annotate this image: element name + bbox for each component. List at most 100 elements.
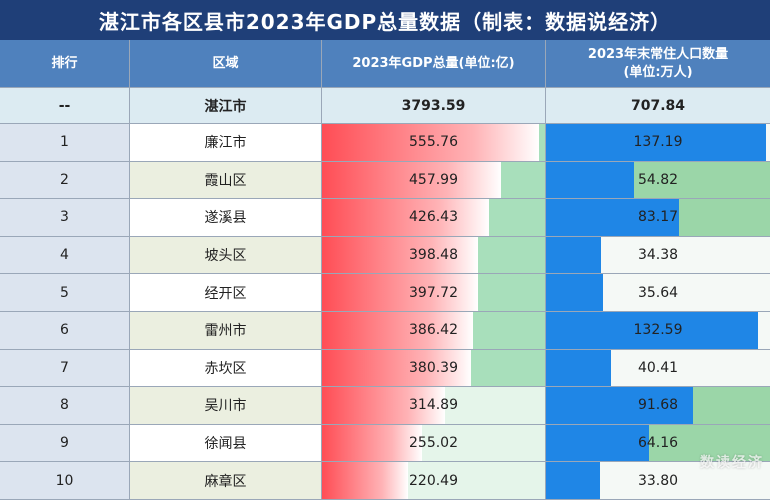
region-cell: 经开区: [130, 274, 322, 312]
pop-bar: [546, 199, 680, 236]
gdp-bar: [322, 124, 540, 161]
pop-cell: 35.64: [546, 274, 770, 312]
region-cell: 廉江市: [130, 124, 322, 162]
pop-bar: [546, 124, 766, 161]
pop-bar: [546, 349, 611, 387]
pop-value: 132.59: [633, 322, 683, 339]
gdp-cell: 386.42: [322, 312, 546, 350]
region-cell: 徐闻县: [130, 424, 322, 463]
table-row: 3 遂溪县 426.43 83.17: [0, 199, 770, 237]
header-row: 排行 区域 2023年GDP总量(单位:亿) 2023年末常住人口数量 (单位:…: [0, 40, 770, 88]
table-row: 7 赤坎区 380.39 40.41: [0, 349, 770, 388]
pop-value: 64.16: [637, 435, 679, 452]
rank-cell: 4: [0, 236, 130, 275]
gdp-value: 314.89: [409, 397, 458, 414]
gdp-cell: 457.99: [322, 161, 546, 200]
pop-value: 33.80: [637, 472, 679, 489]
header-rank: 排行: [0, 40, 130, 88]
pop-value: 54.82: [637, 171, 679, 188]
pop-value: 83.17: [637, 209, 679, 226]
gdp-bar: [322, 199, 489, 236]
gdp-value: 555.76: [409, 134, 458, 151]
gdp-value: 220.49: [409, 472, 458, 489]
table-title: 湛江市各区县市2023年GDP总量数据（制表：数据说经济）: [0, 0, 770, 40]
gdp-value: 255.02: [409, 435, 458, 452]
pop-cell: 132.59: [546, 312, 770, 350]
gdp-bar: [322, 349, 471, 387]
pop-cell: 91.68: [546, 387, 770, 425]
gdp-cell: 220.49: [322, 462, 546, 500]
pop-value: 35.64: [637, 284, 679, 301]
header-region: 区域: [130, 40, 322, 88]
pop-cell: 40.41: [546, 349, 770, 388]
gdp-cell: 397.72: [322, 274, 546, 312]
gdp-value: 457.99: [409, 171, 458, 188]
region-cell: 麻章区: [130, 462, 322, 500]
gdp-cell: 555.76: [322, 124, 546, 162]
gdp-bar: [322, 462, 409, 499]
rank-cell: 10: [0, 462, 130, 500]
gdp-cell: 426.43: [322, 199, 546, 237]
pop-bar: [546, 462, 601, 499]
gdp-value: 386.42: [409, 322, 458, 339]
pop-value: 91.68: [637, 397, 679, 414]
header-pop-line1: 2023年末常住人口数量: [587, 46, 729, 62]
total-gdp: 3793.59: [322, 88, 546, 124]
rank-cell: 7: [0, 349, 130, 388]
region-cell: 坡头区: [130, 236, 322, 275]
table-row: 10 麻章区 220.49 33.80: [0, 462, 770, 500]
region-cell: 赤坎区: [130, 349, 322, 388]
total-region: 湛江市: [130, 88, 322, 124]
table-row: 4 坡头区 398.48 34.38: [0, 236, 770, 275]
pop-cell: 54.82: [546, 161, 770, 200]
header-gdp: 2023年GDP总量(单位:亿): [322, 40, 546, 88]
total-rank: --: [0, 88, 130, 124]
total-row: -- 湛江市 3793.59 707.84: [0, 88, 770, 124]
table-row: 5 经开区 397.72 35.64: [0, 274, 770, 312]
gdp-cell: 398.48: [322, 236, 546, 275]
gdp-value: 397.72: [409, 284, 458, 301]
pop-bar: [546, 387, 693, 424]
gdp-cell: 255.02: [322, 424, 546, 463]
gdp-value: 426.43: [409, 209, 458, 226]
pop-bar: [546, 424, 649, 462]
region-cell: 霞山区: [130, 161, 322, 200]
pop-bar: [546, 274, 604, 311]
rank-cell: 5: [0, 274, 130, 312]
rank-cell: 3: [0, 199, 130, 237]
table-row: 2 霞山区 457.99 54.82: [0, 161, 770, 200]
gdp-bar: [322, 424, 422, 462]
table-row: 8 吴川市 314.89 91.68: [0, 387, 770, 425]
rank-cell: 2: [0, 161, 130, 200]
pop-value: 34.38: [637, 247, 679, 264]
gdp-bar: [322, 161, 502, 199]
gdp-value: 398.48: [409, 247, 458, 264]
pop-bar: [546, 312, 759, 349]
header-pop: 2023年末常住人口数量 (单位:万人): [546, 40, 770, 88]
pop-cell: 64.16: [546, 424, 770, 463]
pop-cell: 34.38: [546, 236, 770, 275]
gdp-cell: 314.89: [322, 387, 546, 425]
table-row: 6 雷州市 386.42 132.59: [0, 312, 770, 350]
pop-bar: [546, 161, 634, 199]
pop-value: 137.19: [633, 134, 683, 151]
gdp-bar: [322, 312, 474, 349]
pop-cell: 83.17: [546, 199, 770, 237]
watermark-text: 数读经济: [700, 455, 764, 471]
pop-bar: [546, 236, 601, 274]
gdp-value: 380.39: [409, 359, 458, 376]
gdp-cell: 380.39: [322, 349, 546, 388]
rank-cell: 1: [0, 124, 130, 162]
rank-cell: 6: [0, 312, 130, 350]
table-row: 1 廉江市 555.76 137.19: [0, 124, 770, 162]
pop-cell: 33.80: [546, 462, 770, 500]
gdp-bar: [322, 387, 446, 424]
table-row: 9 徐闻县 255.02 64.16: [0, 424, 770, 463]
region-cell: 雷州市: [130, 312, 322, 350]
rank-cell: 9: [0, 424, 130, 463]
rank-cell: 8: [0, 387, 130, 425]
header-pop-line2: (单位:万人): [623, 64, 693, 80]
gdp-bar: [322, 236, 478, 274]
pop-cell: 137.19: [546, 124, 770, 162]
